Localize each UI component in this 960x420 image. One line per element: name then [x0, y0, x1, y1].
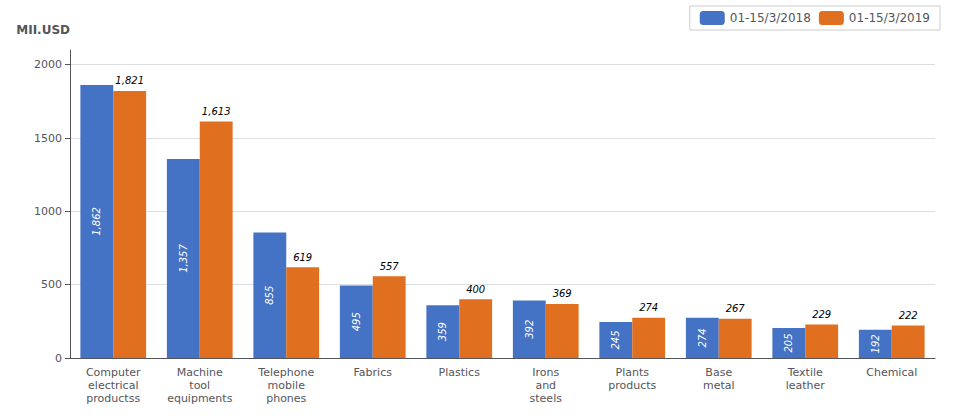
svg-text:01-15/3/2019: 01-15/3/2019 [849, 11, 930, 25]
svg-text:productss: productss [86, 392, 140, 405]
svg-text:205: 205 [783, 333, 794, 352]
svg-text:MII.USD: MII.USD [16, 23, 70, 37]
svg-text:Plants: Plants [616, 366, 650, 379]
svg-text:equipments: equipments [167, 392, 233, 405]
svg-text:Textile: Textile [787, 366, 823, 379]
svg-text:359: 359 [437, 322, 448, 341]
svg-text:2000: 2000 [34, 58, 62, 71]
svg-text:222: 222 [899, 310, 918, 321]
svg-text:Irons: Irons [532, 366, 559, 379]
svg-text:leather: leather [786, 379, 826, 392]
svg-text:steels: steels [530, 392, 563, 405]
svg-text:Base: Base [705, 366, 732, 379]
svg-text:855: 855 [264, 286, 275, 305]
svg-text:619: 619 [293, 252, 312, 263]
svg-text:1,357: 1,357 [178, 244, 189, 273]
svg-text:392: 392 [524, 320, 535, 339]
svg-text:500: 500 [41, 278, 62, 291]
svg-text:267: 267 [726, 303, 746, 314]
svg-text:369: 369 [553, 288, 572, 299]
svg-text:Plastics: Plastics [439, 366, 481, 379]
svg-text:274: 274 [697, 328, 708, 347]
svg-text:229: 229 [812, 309, 831, 320]
svg-text:mobile: mobile [268, 379, 306, 392]
svg-text:0: 0 [55, 352, 62, 365]
svg-text:metal: metal [703, 379, 735, 392]
svg-text:Computer: Computer [86, 366, 141, 379]
svg-text:Telephone: Telephone [257, 366, 314, 379]
svg-text:and: and [535, 379, 556, 392]
svg-text:phones: phones [266, 392, 306, 405]
svg-text:electrical: electrical [88, 379, 138, 392]
svg-text:274: 274 [639, 302, 658, 313]
svg-text:1500: 1500 [34, 132, 62, 145]
svg-text:400: 400 [466, 284, 485, 295]
svg-text:Chemical: Chemical [866, 366, 917, 379]
svg-text:1,821: 1,821 [115, 75, 144, 86]
svg-text:1000: 1000 [34, 205, 62, 218]
svg-text:557: 557 [380, 261, 400, 272]
svg-text:products: products [608, 379, 656, 392]
svg-text:tool: tool [189, 379, 210, 392]
svg-text:1,613: 1,613 [202, 106, 231, 117]
svg-text:245: 245 [610, 330, 621, 349]
svg-text:Machine: Machine [177, 366, 223, 379]
svg-text:495: 495 [351, 312, 362, 331]
svg-text:1,862: 1,862 [91, 207, 102, 236]
svg-text:Fabrics: Fabrics [354, 366, 393, 379]
svg-text:192: 192 [870, 334, 881, 353]
svg-text:01-15/3/2018: 01-15/3/2018 [730, 11, 811, 25]
